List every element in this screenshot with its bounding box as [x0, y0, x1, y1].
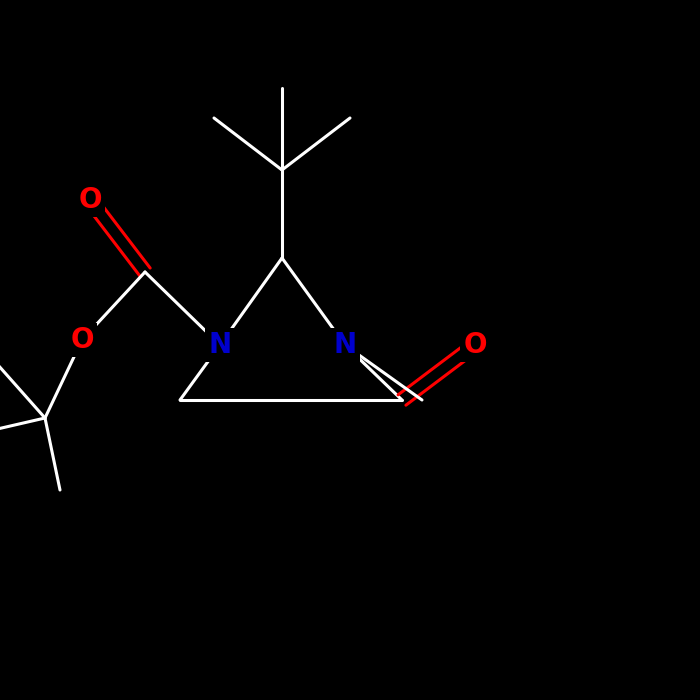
Text: N: N: [333, 331, 356, 359]
Text: O: O: [463, 331, 486, 359]
Text: N: N: [209, 331, 232, 359]
Text: O: O: [70, 326, 94, 354]
Text: O: O: [78, 186, 102, 214]
